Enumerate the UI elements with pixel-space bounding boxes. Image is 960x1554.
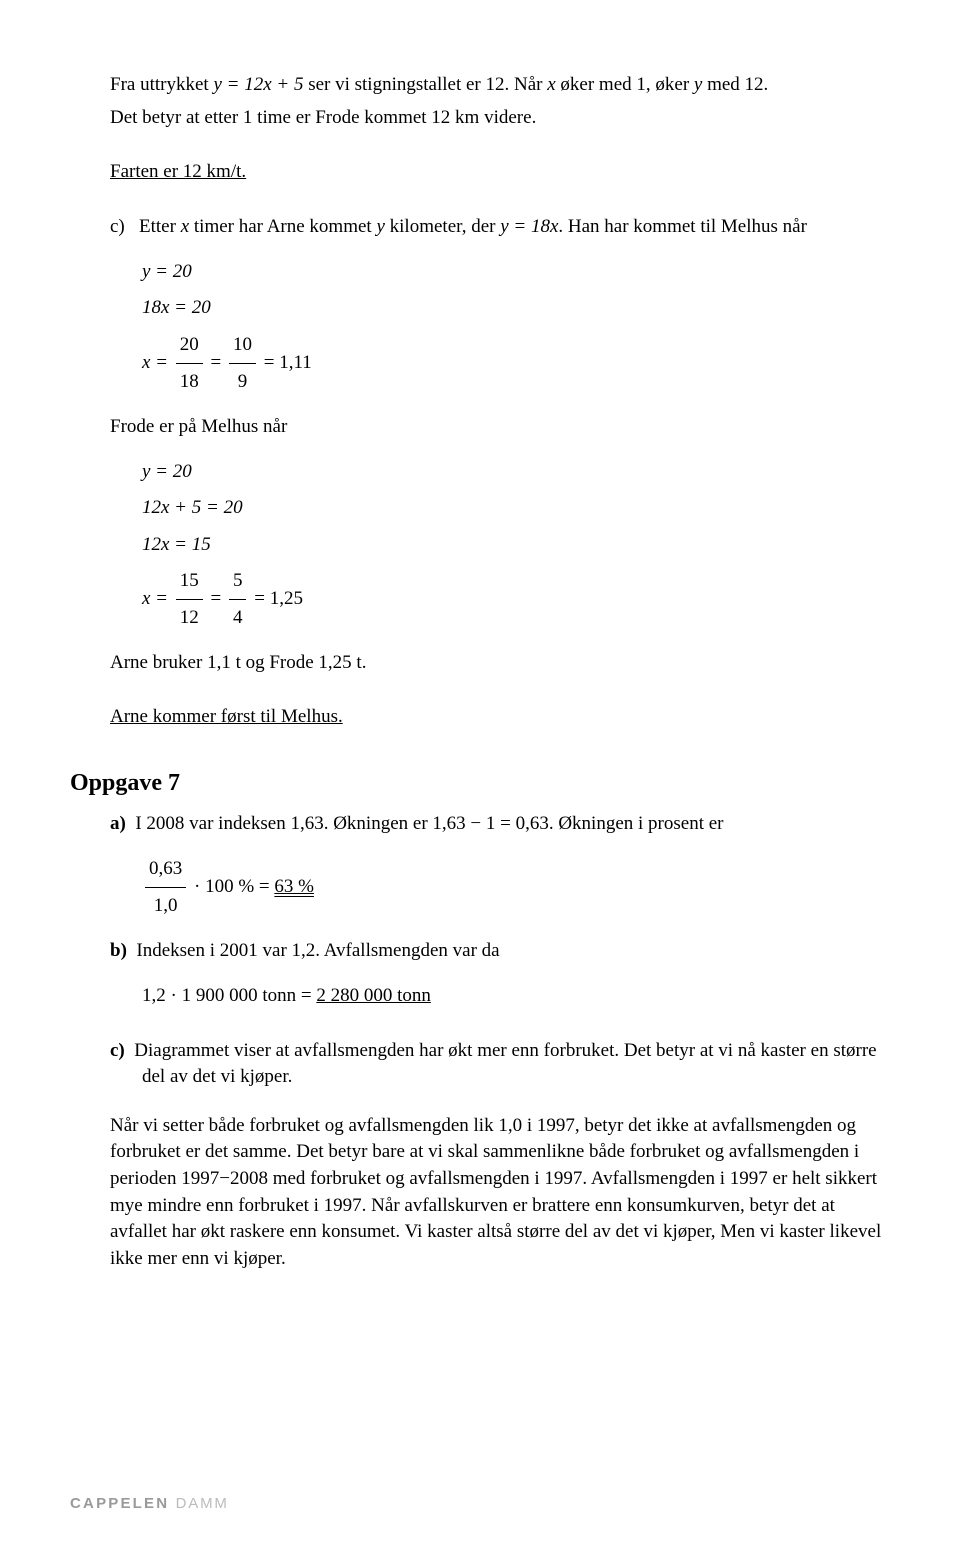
opp7b: b) Indeksen i 2001 var 1,2. Avfallsmengd… xyxy=(70,938,890,965)
opp7c-label: c) xyxy=(110,1040,125,1061)
eq3: x = 2018 = 109 = 1,11 xyxy=(142,327,890,400)
eq7-pre: x = xyxy=(142,588,173,609)
eq3-mid: = xyxy=(206,352,226,373)
opp7b-calc-b: 2 280 000 tonn xyxy=(316,985,431,1006)
partc-line1: c) Etter x timer har Arne kommet y kilom… xyxy=(70,214,890,241)
opp7a-line: I 2008 var indeksen 1,63. Økningen er 1,… xyxy=(135,813,723,834)
partc-label: c) xyxy=(110,216,125,237)
eq3-post: = 1,11 xyxy=(259,352,312,373)
intro-l1-b: ser vi stigningstallet er 12. Når xyxy=(303,74,547,95)
eq5: 12x + 5 = 20 xyxy=(142,490,890,526)
math-block-1: y = 20 18x = 20 x = 2018 = 109 = 1,11 xyxy=(70,254,890,399)
intro-l1-math: y = 12x + 5 xyxy=(213,74,303,95)
eq1: y = 20 xyxy=(142,254,890,290)
intro-l1-a: Fra uttrykket xyxy=(110,74,213,95)
logo-main: CAPPELEN xyxy=(70,1495,169,1512)
intro-l1-x: x xyxy=(547,74,555,95)
opp7b-calc-a: 1,2 · 1 900 000 tonn = xyxy=(142,985,316,1006)
intro-line3: Farten er 12 km/t. xyxy=(70,159,890,186)
partc-math: y = 18x xyxy=(500,216,558,237)
eq7-post: = 1,25 xyxy=(249,588,302,609)
eq3-frac1: 2018 xyxy=(176,327,203,400)
eq3-frac2: 109 xyxy=(229,327,256,400)
intro-l1-f: med 12. xyxy=(702,74,768,95)
opp7a-frac: 0,631,0 xyxy=(145,851,186,924)
opp7b-calc: 1,2 · 1 900 000 tonn = 2 280 000 tonn xyxy=(70,983,890,1010)
opp7a-label: a) xyxy=(110,813,126,834)
opp7c-p1: c) Diagrammet viser at avfallsmengden ha… xyxy=(70,1038,890,1091)
opp7c-p1-text: Diagrammet viser at avfallsmengden har ø… xyxy=(134,1040,876,1088)
intro-l1-d: øker med 1, øker xyxy=(556,74,694,95)
partc-y: y xyxy=(376,216,384,237)
opp7c-p2: Når vi setter både forbruket og avfallsm… xyxy=(70,1113,890,1273)
opp7a-ans: 63 % xyxy=(274,876,314,897)
opp7a-math: 0,631,0 · 100 % = 63 % xyxy=(70,851,890,924)
eq3-pre: x = xyxy=(142,352,173,373)
eq7-frac2: 54 xyxy=(229,563,247,636)
eq2: 18x = 20 xyxy=(142,290,890,326)
oppgave7-heading: Oppgave 7 xyxy=(70,767,890,801)
logo-sub: DAMM xyxy=(176,1495,229,1512)
partc-x: x xyxy=(181,216,189,237)
eq7-frac1: 1512 xyxy=(176,563,203,636)
concl1: Arne bruker 1,1 t og Frode 1,25 t. xyxy=(70,650,890,677)
eq7: x = 1512 = 54 = 1,25 xyxy=(142,563,890,636)
opp7a-mid: · 100 % = xyxy=(189,876,274,897)
partc-c: kilometer, der xyxy=(385,216,500,237)
intro-l3-u: Farten er 12 km/t. xyxy=(110,161,246,182)
opp7a: a) I 2008 var indeksen 1,63. Økningen er… xyxy=(70,811,890,838)
partc-d: . Han har kommet til Melhus når xyxy=(558,216,807,237)
frode-text: Frode er på Melhus når xyxy=(70,414,890,441)
partc-b: timer har Arne kommet xyxy=(189,216,376,237)
opp7b-line: Indeksen i 2001 var 1,2. Avfallsmengden … xyxy=(136,940,499,961)
intro-line1: Fra uttrykket y = 12x + 5 ser vi stignin… xyxy=(70,72,890,99)
intro-line2: Det betyr at etter 1 time er Frode komme… xyxy=(70,105,890,132)
opp7b-label: b) xyxy=(110,940,127,961)
concl2: Arne kommer først til Melhus. xyxy=(70,704,890,731)
eq6: 12x = 15 xyxy=(142,527,890,563)
eq4: y = 20 xyxy=(142,454,890,490)
eq7-mid: = xyxy=(206,588,226,609)
publisher-logo: CAPPELEN DAMM xyxy=(70,1493,229,1514)
partc-a: Etter xyxy=(139,216,181,237)
math-block-2: y = 20 12x + 5 = 20 12x = 15 x = 1512 = … xyxy=(70,454,890,635)
